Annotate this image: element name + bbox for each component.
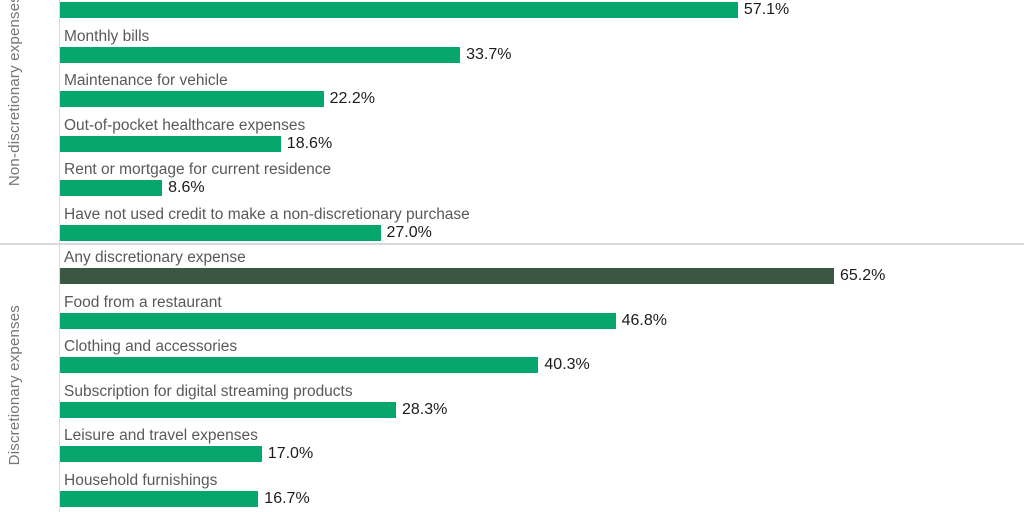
category-label: Out-of-pocket healthcare expenses xyxy=(64,116,306,134)
bar-line: 57.1% xyxy=(60,2,789,18)
bar xyxy=(60,268,834,284)
category-label: Food from a restaurant xyxy=(64,293,222,311)
bar xyxy=(60,401,396,418)
bar xyxy=(60,2,738,18)
bar-line: 22.2% xyxy=(60,91,375,107)
bar-row: Clothing and accessories 40.3% xyxy=(0,336,1024,381)
value-label: 40.3% xyxy=(544,356,590,373)
group-rows: 57.1% Monthly bills 33.7% Maintenance fo… xyxy=(0,0,1024,248)
group-non-discretionary: Non-discretionary expenses 57.1% Monthly… xyxy=(0,0,1024,248)
bar xyxy=(60,357,539,373)
value-label: 46.8% xyxy=(621,311,667,329)
bar-line: 8.6% xyxy=(60,180,205,196)
value-label: 22.2% xyxy=(329,90,375,107)
bar-row: Have not used credit to make a non-discr… xyxy=(0,204,1024,249)
bar-row: Household furnishings 16.7% xyxy=(0,470,1024,512)
bar xyxy=(60,135,281,152)
value-label: 65.2% xyxy=(840,267,886,284)
category-label: Maintenance for vehicle xyxy=(64,72,228,89)
bar-row: Any discretionary expense 65.2% xyxy=(0,247,1024,292)
category-label: Subscription for digital streaming produ… xyxy=(64,382,353,400)
value-label: 17.0% xyxy=(267,445,314,462)
bar-row: Leisure and travel expenses 17.0% xyxy=(0,425,1024,470)
bar xyxy=(60,490,259,507)
bar-row: Subscription for digital streaming produ… xyxy=(0,381,1024,426)
category-label: Household furnishings xyxy=(64,471,218,489)
bar-line: 40.3% xyxy=(60,357,590,373)
bar-line: 18.6% xyxy=(60,134,333,152)
category-label: Clothing and accessories xyxy=(64,338,238,355)
bar-line: 27.0% xyxy=(60,223,432,241)
value-label: 16.7% xyxy=(264,489,310,507)
group-rows: Any discretionary expense 65.2% Food fro… xyxy=(0,247,1024,512)
value-label: 18.6% xyxy=(286,134,333,152)
group-separator-line xyxy=(0,243,1024,245)
bar-row: Monthly bills 33.7% xyxy=(0,26,1024,71)
bar-row: Out-of-pocket healthcare expenses 18.6% xyxy=(0,115,1024,160)
category-label: Rent or mortgage for current residence xyxy=(64,161,332,178)
bar-line: 46.8% xyxy=(60,311,667,329)
bar-row: Rent or mortgage for current residence 8… xyxy=(0,159,1024,204)
category-label: Have not used credit to make a non-discr… xyxy=(64,205,470,223)
bar-line: 33.7% xyxy=(60,45,512,63)
group-discretionary: Discretionary expenses Any discretionary… xyxy=(0,247,1024,512)
bar-row: Maintenance for vehicle 22.2% xyxy=(0,70,1024,115)
y-axis-line xyxy=(59,0,60,512)
category-label: Monthly bills xyxy=(64,27,150,45)
category-label: Leisure and travel expenses xyxy=(64,427,258,444)
bar xyxy=(60,91,324,107)
category-label: Any discretionary expense xyxy=(64,249,246,266)
bar-row: Food from a restaurant 46.8% xyxy=(0,292,1024,337)
bar-line: 28.3% xyxy=(60,400,448,418)
bar xyxy=(60,224,381,241)
value-label: 27.0% xyxy=(386,223,432,241)
bar-line: 16.7% xyxy=(60,489,310,507)
bar-line: 17.0% xyxy=(60,446,313,462)
bar xyxy=(60,180,163,196)
bar-row: 57.1% xyxy=(0,0,1024,26)
bar xyxy=(60,446,262,462)
bar xyxy=(60,46,461,63)
value-label: 28.3% xyxy=(402,400,448,418)
value-label: 33.7% xyxy=(466,45,512,63)
value-label: 57.1% xyxy=(743,1,790,18)
bar-line: 65.2% xyxy=(60,268,885,284)
value-label: 8.6% xyxy=(168,179,205,196)
bar xyxy=(60,312,616,329)
